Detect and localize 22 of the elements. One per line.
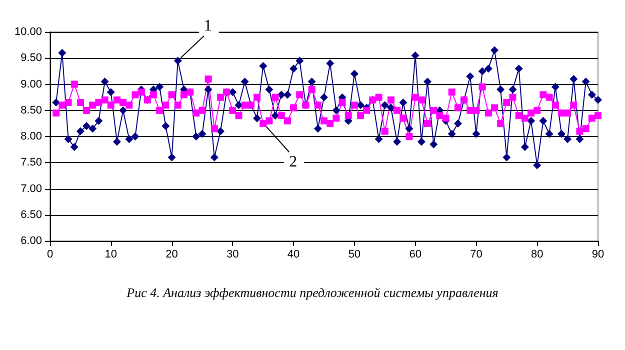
x-tick-label: 40 [287, 248, 300, 260]
y-tick-label: 9.50 [20, 52, 42, 64]
x-tick-label: 20 [166, 248, 178, 260]
y-tick-label: 7.50 [20, 156, 42, 169]
y-tick-label: 6.00 [20, 235, 42, 247]
x-tick-label: 70 [470, 248, 482, 260]
text: 1 [204, 18, 212, 34]
y-tick-label: 9.00 [20, 78, 42, 90]
text: Рис 4. Анализ эффективности предложенной системы управления [126, 285, 500, 301]
x-tick-label: 10 [104, 248, 118, 260]
x-tick-label: 30 [226, 248, 239, 260]
x-tick-label: 90 [592, 248, 604, 260]
x-tick-label: 60 [409, 248, 422, 260]
y-tick-label: 8.50 [20, 104, 42, 116]
x-tick-label: 50 [348, 248, 361, 260]
series-label: 2 [289, 154, 298, 170]
y-tick-label: 7.00 [20, 182, 42, 195]
x-tick-label: 0 [46, 248, 54, 260]
y-tick-label: 10.00 [14, 26, 42, 38]
y-tick-label: 6.50 [20, 208, 42, 221]
x-tick-label: 80 [530, 248, 544, 260]
y-tick-label: 8.00 [20, 130, 42, 142]
